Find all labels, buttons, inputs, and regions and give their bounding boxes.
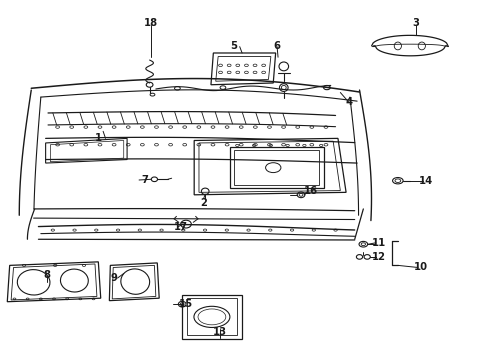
Text: 12: 12 — [371, 252, 385, 262]
Text: 2: 2 — [200, 198, 207, 208]
Text: 4: 4 — [345, 98, 352, 107]
Text: 18: 18 — [143, 18, 158, 28]
Bar — [233, 150, 319, 185]
Text: 1: 1 — [95, 133, 102, 143]
Text: 7: 7 — [141, 175, 148, 185]
Text: 5: 5 — [230, 41, 237, 51]
Text: 13: 13 — [212, 327, 226, 337]
Text: 14: 14 — [418, 176, 432, 186]
Bar — [182, 294, 242, 339]
Text: 17: 17 — [174, 221, 188, 231]
Bar — [186, 298, 237, 335]
Text: 6: 6 — [273, 41, 280, 51]
Bar — [230, 147, 323, 188]
Text: 9: 9 — [110, 273, 117, 283]
Text: 10: 10 — [413, 262, 427, 273]
Text: 16: 16 — [303, 186, 317, 196]
Text: 3: 3 — [412, 18, 419, 28]
Text: 8: 8 — [43, 270, 50, 280]
Text: 15: 15 — [179, 299, 193, 309]
Text: 11: 11 — [371, 238, 385, 248]
